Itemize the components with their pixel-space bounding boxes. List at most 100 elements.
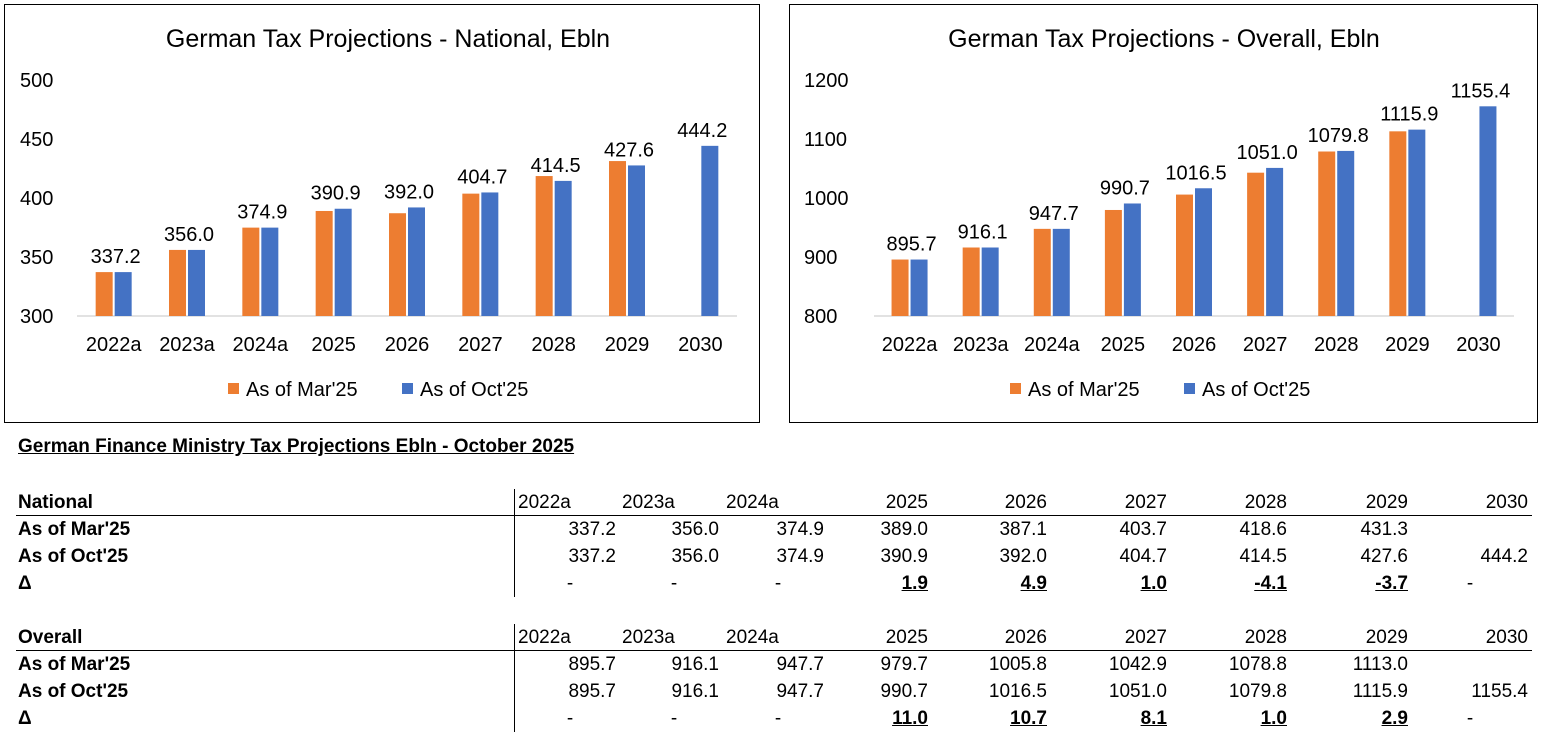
x-tick-label: 2024a (233, 334, 289, 356)
column-header: 2024a (726, 492, 779, 513)
bar-oct (1195, 188, 1212, 316)
bar-oct (628, 165, 645, 316)
y-tick-label: 800 (804, 306, 837, 328)
x-tick-label: 2022a (86, 334, 142, 356)
column-header: 2025 (885, 492, 928, 513)
x-tick-label: 2022a (882, 334, 938, 356)
table-cell: 1155.4 (1471, 681, 1528, 702)
x-tick-label: 2030 (1456, 334, 1501, 356)
table-cell: 1016.5 (988, 681, 1047, 702)
x-tick-label: 2028 (1314, 334, 1359, 356)
x-tick-label: 2025 (1101, 334, 1146, 356)
column-header: 2027 (1124, 627, 1167, 648)
x-tick-label: 2027 (458, 334, 503, 356)
table-section-national: National 2022a 2023a 2024a 2025 2026 2027 2028 2… (16, 489, 1532, 597)
data-label: 356.0 (164, 224, 214, 246)
x-tick-label: 2023a (953, 334, 1009, 356)
column-header: 2029 (1365, 627, 1408, 648)
column-header: 2024a (726, 627, 779, 648)
table-cell: 1113.0 (1352, 654, 1408, 675)
table-cell: 356.0 (671, 546, 719, 567)
column-header: 2023a (622, 627, 675, 648)
legend-label: As of Mar'25 (246, 379, 358, 401)
table-cell: 1005.8 (988, 654, 1047, 675)
row-label: As of Oct'25 (18, 681, 129, 702)
bar-mar (1033, 228, 1051, 316)
table-cell: 427.6 (1360, 546, 1408, 567)
column-header: 2029 (1365, 492, 1408, 513)
table-cell: 390.9 (880, 546, 928, 567)
table-row: Δ - - - 11.0 10.7 8.1 1.0 2.9 - (16, 705, 1532, 732)
delta-cell: 2.9 (1381, 708, 1408, 729)
data-label: 1051.0 (1237, 142, 1298, 164)
x-tick-label: 2028 (531, 334, 576, 356)
column-header: 2023a (622, 492, 675, 513)
bar-mar (95, 272, 113, 316)
bar-mar (462, 193, 480, 316)
overall-tax-chart: German Tax Projections - Overall, Ebln 80… (789, 4, 1538, 423)
data-label: 895.7 (887, 234, 937, 256)
table-cell: 418.6 (1239, 519, 1287, 540)
table-cell: 414.5 (1239, 546, 1287, 567)
table-cell: 374.9 (776, 546, 824, 567)
table-cell: 389.0 (880, 519, 928, 540)
delta-cell: -4.1 (1254, 573, 1287, 594)
data-label: 390.9 (311, 183, 361, 205)
table-cell: 990.7 (880, 681, 928, 702)
table-cell: 916.1 (671, 654, 719, 675)
table-cell: 895.7 (568, 681, 616, 702)
bar-oct (188, 249, 205, 316)
data-label: 427.6 (604, 139, 654, 161)
y-tick-label: 1000 (804, 188, 849, 210)
y-tick-label: 400 (20, 188, 53, 210)
table-cell: 947.7 (776, 654, 824, 675)
bar-mar (242, 227, 260, 316)
legend-swatch-mar (1010, 383, 1021, 394)
chart-title: German Tax Projections - National, Ebln (166, 25, 610, 53)
bar-oct (701, 145, 719, 316)
table-cell: 979.7 (880, 654, 928, 675)
bar-mar (1176, 194, 1193, 316)
table-cell: 1078.8 (1228, 654, 1287, 675)
column-header: 2026 (1004, 627, 1047, 648)
table-cell (1428, 651, 1528, 678)
x-tick-label: 2029 (1385, 334, 1430, 356)
bar-oct (114, 272, 132, 316)
table-cell: 947.7 (776, 681, 824, 702)
column-header: 2030 (1485, 492, 1528, 513)
data-label: 916.1 (958, 222, 1008, 244)
x-tick-label: 2024a (1024, 334, 1080, 356)
bar-mar (535, 176, 553, 316)
table-cell: 916.1 (671, 681, 719, 702)
bar-oct (261, 227, 279, 316)
table-cell: 431.3 (1360, 519, 1408, 540)
bar-mar (891, 259, 909, 316)
bar-mar (609, 161, 626, 316)
data-label: 374.9 (237, 202, 287, 224)
column-header: 2030 (1485, 627, 1528, 648)
bar-mar (1104, 209, 1122, 316)
bar-oct (1479, 106, 1497, 317)
x-tick-label: 2025 (311, 334, 356, 356)
column-header: 2022a (518, 627, 571, 648)
y-tick-label: 300 (20, 306, 53, 328)
y-tick-label: 1100 (804, 129, 847, 151)
column-header: 2025 (885, 627, 928, 648)
x-tick-label: 2023a (159, 334, 215, 356)
delta-cell: 10.7 (1010, 708, 1047, 729)
bar-oct (408, 207, 425, 316)
bar-oct (1123, 203, 1141, 316)
table-cell: 374.9 (776, 519, 824, 540)
bar-mar (1247, 172, 1265, 316)
y-tick-label: 350 (20, 247, 53, 269)
y-tick-label: 500 (20, 70, 53, 92)
row-label: As of Mar'25 (18, 654, 131, 675)
row-label: As of Oct'25 (18, 546, 129, 567)
legend-swatch-oct (1184, 383, 1195, 394)
table-row: As of Oct'25 895.7 916.1 947.7 990.7 1016.5 10… (16, 678, 1532, 705)
delta-cell: - (1466, 708, 1474, 729)
x-tick-label: 2026 (385, 334, 430, 356)
row-label: As of Mar'25 (18, 519, 131, 540)
bar-mar (1318, 151, 1336, 316)
legend-label: As of Oct'25 (420, 379, 528, 401)
